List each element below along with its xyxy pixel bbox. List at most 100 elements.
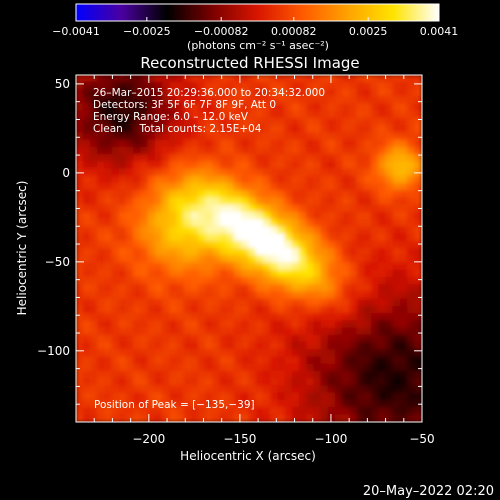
heatmap-cell — [76, 146, 84, 156]
heatmap-cell — [198, 291, 207, 300]
heatmap-cell — [320, 96, 329, 105]
heatmap-cell — [356, 211, 365, 221]
heatmap-cell — [147, 204, 156, 213]
heatmap-cell — [97, 320, 106, 329]
heatmap-cell — [205, 226, 214, 235]
heatmap-cell — [414, 154, 422, 163]
heatmap-cell — [125, 320, 135, 329]
heatmap-cell — [399, 197, 409, 206]
heatmap-cell — [234, 81, 243, 90]
heatmap-cell — [284, 146, 293, 156]
heatmap-cell — [327, 175, 336, 184]
heatmap-cell — [212, 356, 221, 365]
heatmap-cell — [407, 204, 416, 213]
heatmap-cell — [154, 146, 163, 156]
heatmap-cell — [118, 96, 127, 105]
heatmap-cell — [342, 414, 351, 422]
heatmap-cell — [76, 175, 84, 184]
heatmap-cell — [183, 349, 192, 358]
heatmap-cell — [219, 125, 228, 134]
heatmap-cell — [190, 370, 200, 380]
heatmap-cell — [342, 154, 351, 163]
heatmap-cell — [125, 219, 135, 228]
heatmap-cell — [183, 204, 192, 213]
heatmap-cell — [378, 96, 387, 105]
heatmap-cell — [226, 96, 236, 105]
heatmap-cell — [89, 81, 99, 90]
heatmap-cell — [335, 75, 344, 83]
heatmap-cell — [205, 305, 214, 315]
annotation-clean-counts: Clean Total counts: 2.15E+04 — [93, 123, 262, 135]
heatmap-cell — [97, 139, 106, 148]
heatmap-cell — [205, 291, 214, 300]
heatmap-cell — [241, 298, 250, 307]
heatmap-cell — [125, 269, 135, 278]
heatmap-cell — [371, 117, 380, 127]
heatmap-cell — [97, 407, 106, 416]
heatmap-cell — [169, 117, 178, 127]
heatmap-cell — [89, 190, 99, 199]
heatmap-cell — [234, 125, 243, 134]
heatmap-cell — [270, 378, 279, 387]
heatmap-cell — [270, 117, 279, 127]
heatmap-cell — [212, 399, 221, 409]
heatmap-cell — [262, 291, 272, 300]
heatmap-cell — [226, 233, 236, 242]
heatmap-cell — [414, 211, 422, 221]
heatmap-cell — [284, 190, 293, 199]
heatmap-cell — [277, 327, 286, 336]
peak-position-label: Position of Peak = [−135,−39] — [94, 399, 255, 411]
heatmap-cell — [291, 226, 300, 235]
heatmap-cell — [183, 197, 192, 206]
heatmap-cell — [169, 378, 178, 387]
heatmap-cell — [327, 96, 336, 105]
heatmap-cell — [291, 154, 300, 163]
heatmap-cell — [111, 204, 120, 213]
heatmap-cell — [342, 146, 351, 156]
heatmap-cell — [306, 175, 315, 184]
heatmap-cell — [414, 414, 422, 422]
heatmap-cell — [190, 75, 200, 83]
heatmap-cell — [414, 132, 422, 141]
heatmap-cell — [248, 407, 257, 416]
heatmap-cell — [306, 370, 315, 380]
heatmap-cell — [111, 407, 120, 416]
heatmap-cell — [162, 255, 171, 264]
heatmap-cell — [76, 240, 84, 249]
heatmap-cell — [414, 240, 422, 249]
heatmap-cell — [205, 197, 214, 206]
heatmap-cell — [97, 75, 106, 83]
heatmap-cell — [262, 204, 272, 213]
heatmap-cell — [306, 117, 315, 127]
heatmap-cell — [125, 211, 135, 221]
heatmap-cell — [154, 168, 163, 177]
heatmap-cell — [241, 385, 250, 394]
heatmap-cell — [133, 334, 142, 343]
heatmap-cell — [212, 96, 221, 105]
heatmap-cell — [241, 175, 250, 184]
heatmap-cell — [414, 341, 422, 351]
heatmap-cell — [104, 161, 113, 170]
heatmap-cell — [414, 327, 422, 336]
heatmap-cell — [169, 407, 178, 416]
heatmap-cell — [320, 262, 329, 271]
heatmap-cell — [320, 327, 329, 336]
heatmap-cell — [342, 313, 351, 322]
heatmap-cell — [378, 81, 387, 90]
chart-title: Reconstructed RHESSI Image — [140, 54, 359, 72]
heatmap-cell — [407, 139, 416, 148]
heatmap-cell — [133, 291, 142, 300]
heatmap-cell — [270, 154, 279, 163]
heatmap-cell — [125, 96, 135, 105]
heatmap-cell — [378, 132, 387, 141]
heatmap-cell — [176, 399, 185, 409]
heatmap-cell — [291, 204, 300, 213]
heatmap-cell — [234, 262, 243, 271]
heatmap-cell — [241, 370, 250, 380]
heatmap-cell — [385, 219, 394, 228]
heatmap-cell — [97, 197, 106, 206]
heatmap-cell — [284, 161, 293, 170]
heatmap-cell — [82, 211, 91, 221]
heatmap-cell — [371, 255, 380, 264]
heatmap-cell — [277, 88, 286, 98]
